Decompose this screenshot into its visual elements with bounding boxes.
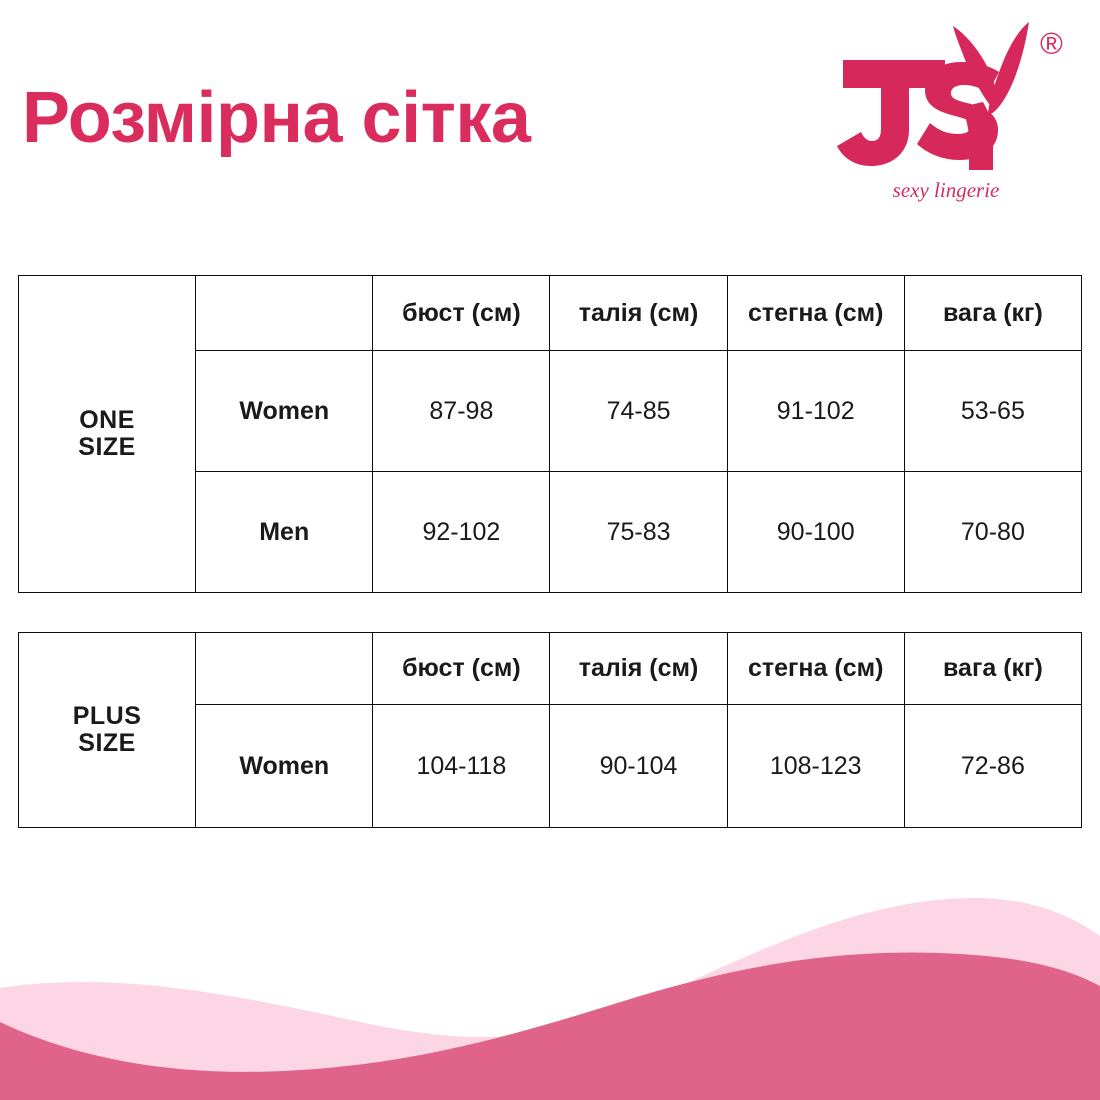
- registered-trademark-icon: ®: [1040, 26, 1063, 61]
- wave-dark-shape: [0, 952, 1100, 1100]
- table-row: Women 104-118 90-104 108-123 72-86: [19, 704, 1083, 828]
- table-header-row: ONE SIZE бюст (см) талія (см) стегна (см…: [17, 275, 1083, 593]
- plus-size-table: PLUS SIZE бюст (см) талія (см) стегна (с…: [17, 632, 1083, 828]
- group-label-line-2: SIZE: [78, 433, 136, 461]
- brand-logo: ® sexy lingerie: [833, 18, 1083, 218]
- cell-bust: 87-98: [372, 350, 551, 472]
- cell-hips: 90-100: [726, 471, 905, 593]
- wave-decoration: [0, 897, 1100, 1100]
- header-bust: бюст (см): [372, 632, 551, 705]
- header-hips: стегна (см): [726, 632, 905, 705]
- row-label-women: Women: [195, 704, 374, 828]
- wave-light-shape: [0, 897, 1100, 1100]
- cell-waist: 75-83: [549, 471, 728, 593]
- brand-tagline: sexy lingerie: [892, 178, 1000, 202]
- header-weight: вага (кг): [903, 275, 1083, 351]
- plus-size-group-label: PLUS SIZE: [17, 632, 197, 828]
- cell-weight: 53-65: [903, 350, 1083, 472]
- table-header-row: PLUS SIZE бюст (см) талія (см) стегна (с…: [17, 632, 1083, 828]
- group-label-line-1: PLUS: [72, 701, 142, 730]
- row-label-women: Women: [195, 350, 374, 472]
- cell-hips: 108-123: [726, 704, 905, 828]
- cell-waist: 74-85: [549, 350, 728, 472]
- cell-weight: 72-86: [903, 704, 1083, 828]
- row-label-men: Men: [195, 471, 374, 593]
- header-waist: талія (см): [549, 632, 728, 705]
- page-title: Розмірна сітка: [22, 78, 531, 158]
- cell-bust: 92-102: [372, 471, 551, 593]
- header-hips: стегна (см): [726, 275, 905, 351]
- cell-weight: 70-80: [903, 471, 1083, 593]
- header-blank-cell: [195, 632, 374, 705]
- header-blank-cell: [195, 275, 374, 351]
- header-waist: талія (см): [549, 275, 728, 351]
- group-label-line-1: ONE: [79, 405, 135, 434]
- cell-bust: 104-118: [372, 704, 551, 828]
- one-size-table: ONE SIZE бюст (см) талія (см) стегна (см…: [17, 275, 1083, 593]
- one-size-group-label: ONE SIZE: [17, 275, 197, 593]
- header-bust: бюст (см): [372, 275, 551, 351]
- jsy-logomark-icon: [837, 22, 1029, 170]
- table-row: Men 92-102 75-83 90-100 70-80: [19, 471, 1083, 593]
- cell-hips: 91-102: [726, 350, 905, 472]
- header-weight: вага (кг): [903, 632, 1083, 705]
- group-label-line-2: SIZE: [78, 729, 136, 757]
- cell-waist: 90-104: [549, 704, 728, 828]
